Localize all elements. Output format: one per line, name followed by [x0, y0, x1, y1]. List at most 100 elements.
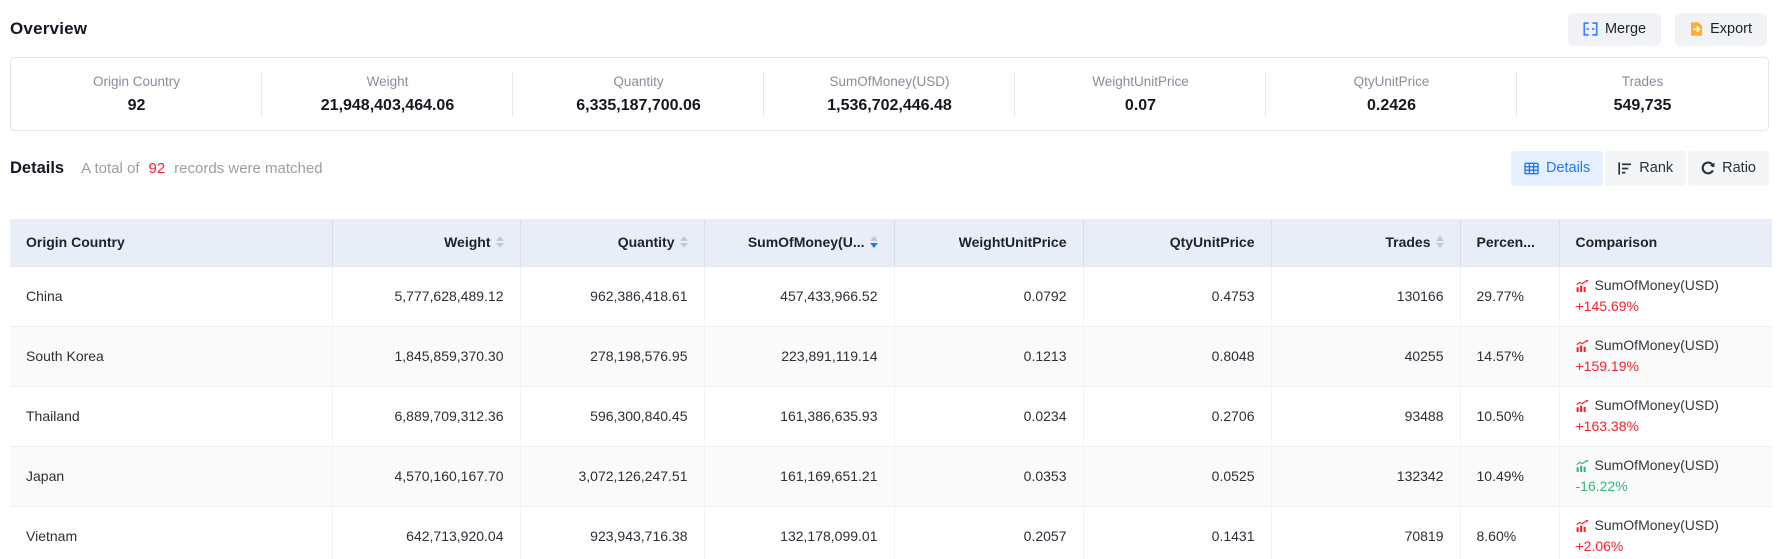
rank-icon	[1618, 161, 1632, 175]
cell-quantity: 923,943,716.38	[520, 506, 705, 559]
column-header-label: WeightUnitPrice	[958, 234, 1067, 251]
overview-stat-label: SumOfMoney(USD)	[829, 74, 950, 89]
column-header-quantity[interactable]: Quantity	[520, 219, 705, 267]
column-header-weight[interactable]: Weight	[332, 219, 521, 267]
cell-qty-unit-price: 0.4753	[1083, 266, 1272, 327]
cell-comparison: SumOfMoney(USD) +145.69%	[1559, 266, 1772, 327]
sort-desc-caret-icon	[679, 243, 688, 249]
overview-stat-label: Weight	[366, 74, 409, 89]
sort-control[interactable]	[679, 236, 688, 249]
table-icon	[1524, 162, 1539, 175]
cell-origin-country: China	[10, 266, 333, 327]
overview-stat-quantity: Quantity 6,335,187,700.06	[513, 58, 764, 130]
column-header-sum-of-money[interactable]: SumOfMoney(U...	[704, 219, 895, 267]
cell-qty-unit-price: 0.2706	[1083, 386, 1272, 447]
export-file-icon	[1690, 22, 1703, 36]
merge-button-label: Merge	[1604, 21, 1647, 37]
sort-asc-caret-icon	[869, 236, 878, 242]
column-header-label: Trades	[1385, 234, 1431, 251]
view-tab-label: Details	[1545, 160, 1591, 176]
export-button[interactable]: Export	[1675, 12, 1767, 46]
column-header-inner: Trades	[1385, 234, 1444, 251]
cell-percent: 29.77%	[1460, 266, 1560, 327]
comparison-cell: SumOfMoney(USD) +145.69%	[1576, 273, 1757, 319]
trend-chart-icon	[1575, 399, 1589, 412]
column-header-inner: WeightUnitPrice	[959, 234, 1067, 250]
comparison-cell: SumOfMoney(USD) +159.19%	[1576, 333, 1757, 379]
cell-percent: 14.57%	[1460, 326, 1560, 387]
overview-stat-sumofmoney-usd: SumOfMoney(USD) 1,536,702,446.48	[764, 58, 1015, 130]
cell-sum-of-money: 457,433,966.52	[704, 266, 895, 327]
overview-stat-value: 549,735	[1613, 97, 1672, 114]
details-bar: Details A total of 92 records were matched…	[10, 150, 1769, 186]
sort-asc-caret-icon	[1435, 236, 1444, 242]
overview-stat-label: QtyUnitPrice	[1353, 74, 1430, 89]
match-suffix: records were matched	[174, 159, 323, 177]
column-header-label: Percen...	[1476, 234, 1535, 251]
overview-stat-label: Origin Country	[92, 74, 181, 89]
cell-trades: 132342	[1271, 446, 1461, 507]
column-header-inner: QtyUnitPrice	[1170, 234, 1255, 250]
trend-chart-icon	[1575, 279, 1589, 292]
match-count: 92	[148, 159, 166, 177]
overview-stat-origin-country: Origin Country 92	[11, 58, 262, 130]
comparison-metric-label: SumOfMoney(USD)	[1594, 517, 1719, 533]
cell-sum-of-money: 132,178,099.01	[704, 506, 895, 559]
sort-asc-caret-icon	[495, 236, 504, 242]
view-tab-label: Rank	[1639, 160, 1674, 176]
overview-stat-label: WeightUnitPrice	[1092, 74, 1189, 89]
table-row-vietnam: Vietnam 642,713,920.04 923,943,716.38 132,1…	[10, 506, 1772, 559]
view-tab-details[interactable]: Details	[1510, 150, 1604, 186]
comparison-cell: SumOfMoney(USD) +163.38%	[1576, 393, 1757, 439]
column-header-weight-unit-price: WeightUnitPrice	[894, 219, 1084, 267]
cell-trades: 70819	[1271, 506, 1461, 559]
column-header-inner: Origin Country	[26, 234, 125, 250]
overview-stat-weight: Weight 21,948,403,464.06	[262, 58, 513, 130]
cell-weight-unit-price: 0.1213	[894, 326, 1084, 387]
export-button-label: Export	[1710, 21, 1752, 37]
cell-percent: 10.50%	[1460, 386, 1560, 447]
ratio-icon	[1701, 161, 1715, 175]
cell-origin-country: Vietnam	[10, 506, 333, 559]
cell-comparison: SumOfMoney(USD) +2.06%	[1559, 506, 1772, 559]
overview-stat-value: 6,335,187,700.06	[576, 97, 701, 114]
cell-weight-unit-price: 0.0792	[894, 266, 1084, 327]
overview-stat-value: 0.2426	[1367, 97, 1416, 114]
overview-stat-qtyunitprice: QtyUnitPrice 0.2426	[1266, 58, 1517, 130]
sort-desc-caret-icon	[869, 243, 878, 249]
cell-origin-country: Thailand	[10, 386, 333, 447]
comparison-change-value: +2.06%	[1575, 538, 1624, 554]
cell-quantity: 3,072,126,247.51	[520, 446, 705, 507]
comparison-change-value: +145.69%	[1575, 298, 1639, 314]
cell-trades: 130166	[1271, 266, 1461, 327]
details-table: Origin Country Weight Quantity SumOfMoney(U…	[10, 219, 1772, 559]
cell-qty-unit-price: 0.0525	[1083, 446, 1272, 507]
cell-qty-unit-price: 0.1431	[1083, 506, 1272, 559]
cell-qty-unit-price: 0.8048	[1083, 326, 1272, 387]
overview-stat-label: Trades	[1621, 74, 1664, 89]
cell-comparison: SumOfMoney(USD) -16.22%	[1559, 446, 1772, 507]
comparison-metric-row: SumOfMoney(USD)	[1575, 515, 1757, 536]
cell-origin-country: Japan	[10, 446, 333, 507]
merge-button[interactable]: Merge	[1567, 12, 1662, 46]
comparison-change-value: +163.38%	[1575, 418, 1639, 434]
column-header-label: Comparison	[1575, 234, 1658, 251]
view-tab-ratio[interactable]: Ratio	[1688, 150, 1769, 186]
column-header-trades[interactable]: Trades	[1271, 219, 1461, 267]
sort-desc-caret-icon	[495, 243, 504, 249]
topbar-actions: Merge Export	[1567, 12, 1767, 46]
comparison-metric-row: SumOfMoney(USD)	[1575, 275, 1757, 296]
cell-origin-country: South Korea	[10, 326, 333, 387]
sort-control[interactable]	[1435, 236, 1444, 249]
view-tab-rank[interactable]: Rank	[1605, 150, 1687, 186]
column-header-inner: SumOfMoney(U...	[748, 234, 878, 250]
page-title: Overview	[10, 19, 88, 38]
overview-stat-label: Quantity	[613, 74, 664, 89]
column-header-label: QtyUnitPrice	[1169, 234, 1255, 251]
cell-quantity: 962,386,418.61	[520, 266, 705, 327]
sort-control[interactable]	[869, 236, 878, 249]
comparison-metric-label: SumOfMoney(USD)	[1594, 337, 1719, 353]
cell-comparison: SumOfMoney(USD) +163.38%	[1559, 386, 1772, 447]
sort-control[interactable]	[495, 236, 504, 249]
column-header-percent: Percen...	[1460, 219, 1560, 267]
